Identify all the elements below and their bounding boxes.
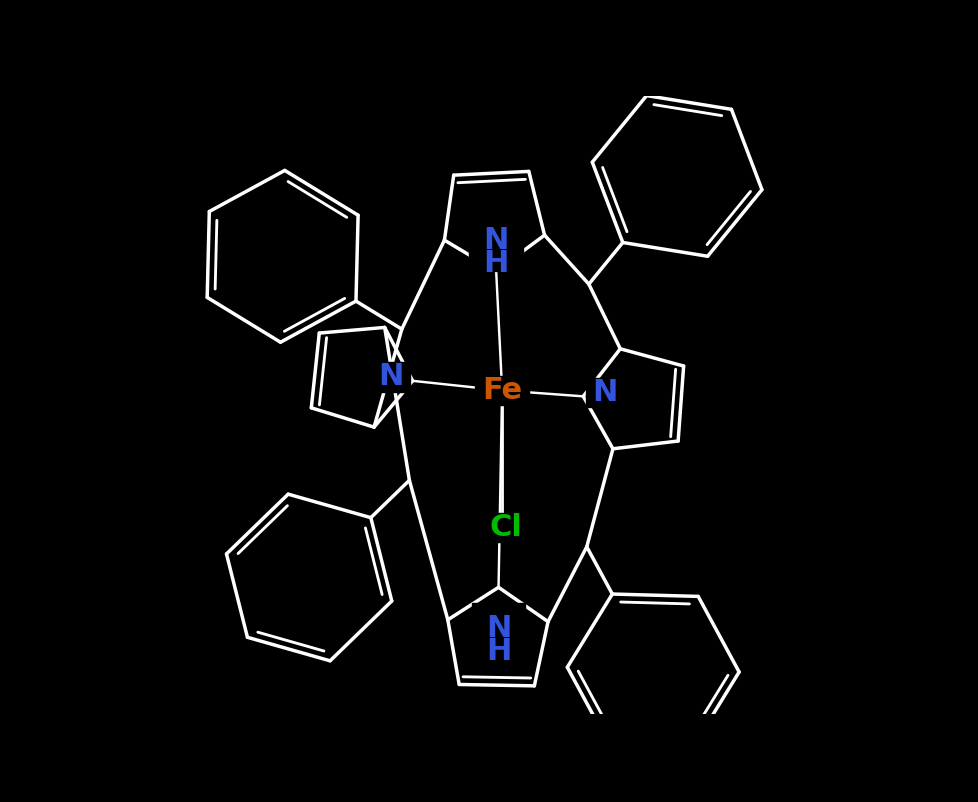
Bar: [372, 363, 410, 391]
Text: H: H: [483, 249, 509, 277]
Text: N: N: [485, 614, 511, 642]
Text: H: H: [485, 637, 511, 666]
Text: Cl: Cl: [489, 513, 522, 542]
Bar: [585, 378, 623, 407]
Text: Fe: Fe: [481, 376, 521, 405]
Bar: [471, 603, 525, 659]
Text: N: N: [483, 225, 509, 255]
Bar: [474, 376, 528, 405]
Bar: [468, 216, 522, 271]
Text: N: N: [592, 378, 617, 407]
Text: N: N: [378, 363, 403, 391]
Bar: [480, 513, 530, 542]
